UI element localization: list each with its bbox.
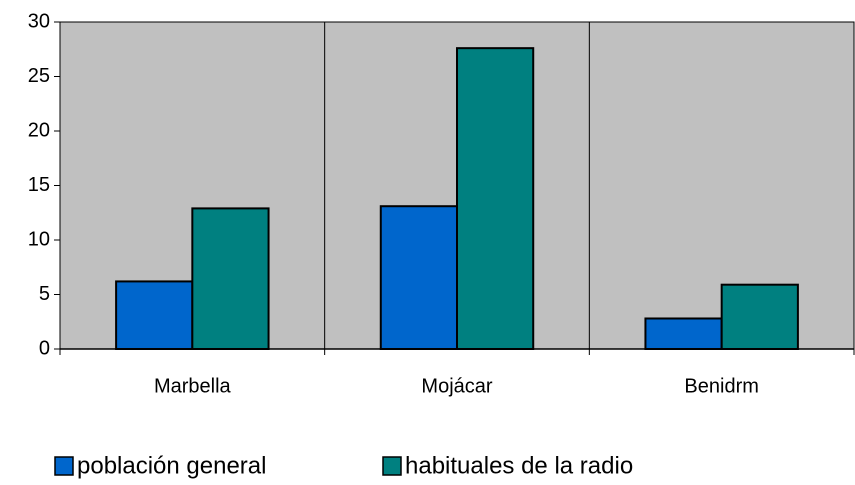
legend-swatch xyxy=(382,456,402,476)
bar xyxy=(379,205,458,350)
y-tick-label: 5 xyxy=(39,283,50,305)
y-tick-label: 10 xyxy=(28,228,50,250)
bar xyxy=(720,283,799,350)
x-tick-label: Benidrm xyxy=(684,375,758,397)
x-tick-label: Mojácar xyxy=(421,375,492,397)
bar xyxy=(191,207,270,350)
x-tick-label: Marbella xyxy=(154,375,232,397)
legend-label: población general xyxy=(77,452,266,479)
legend-swatch xyxy=(54,456,74,476)
y-tick-label: 30 xyxy=(28,10,50,32)
y-tick-label: 15 xyxy=(28,174,50,196)
y-tick-label: 0 xyxy=(39,337,50,359)
bar xyxy=(456,47,535,350)
legend-label: habituales de la radio xyxy=(405,452,633,479)
bar xyxy=(644,317,723,351)
y-tick-label: 25 xyxy=(28,65,50,87)
bar xyxy=(115,280,194,351)
y-tick-label: 20 xyxy=(28,119,50,141)
